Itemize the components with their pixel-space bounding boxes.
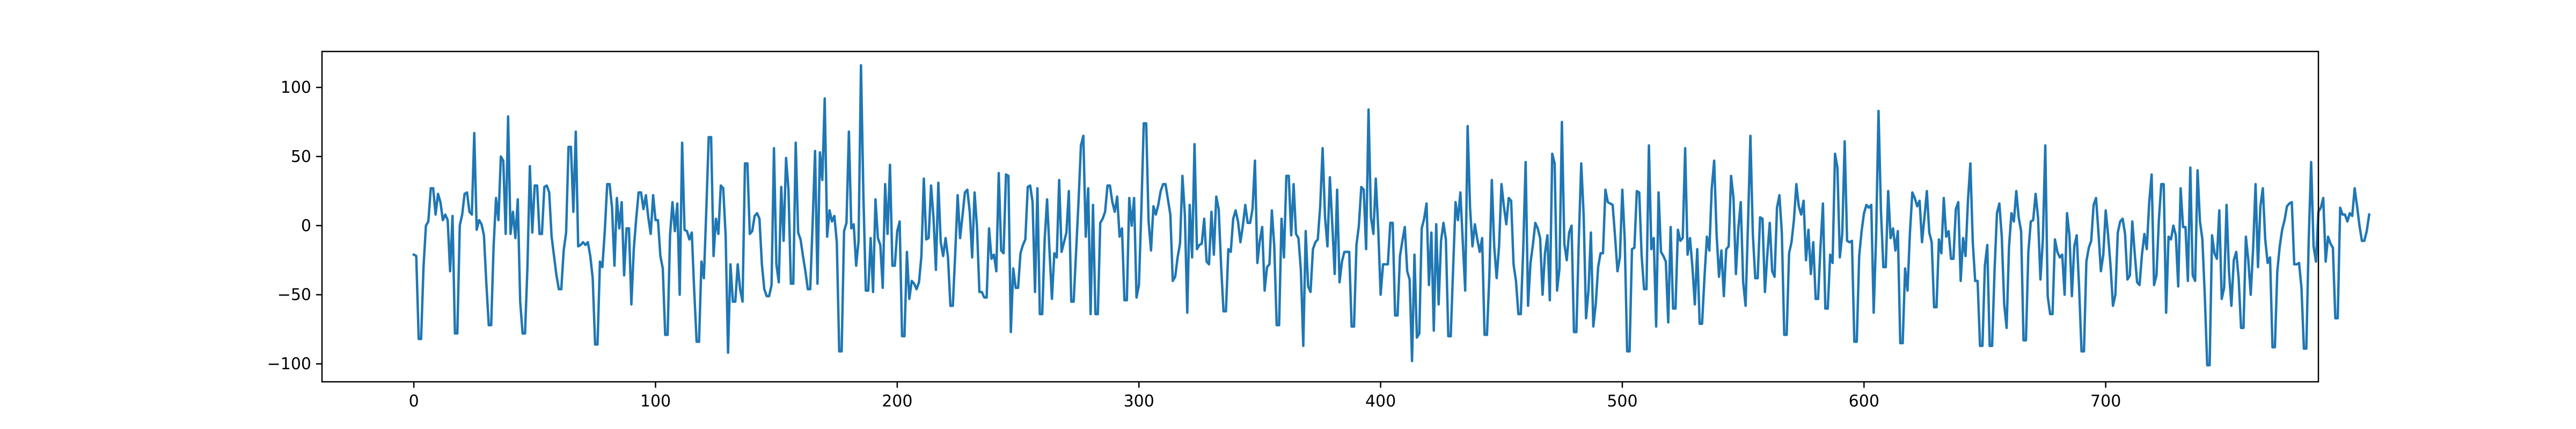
axes-frame — [321, 50, 2319, 383]
x-tick-label: 700 — [2090, 392, 2121, 411]
y-tick-label: −50 — [277, 286, 311, 305]
x-tick-label: 0 — [409, 392, 419, 411]
y-tick-label: 50 — [291, 147, 311, 166]
x-tick-label: 100 — [640, 392, 671, 411]
x-tick-label: 600 — [1849, 392, 1879, 411]
x-tick-label: 200 — [882, 392, 912, 411]
axes-layer: 0 100 200 300 400 500 600 700 −100 −50 0 50 100 — [267, 50, 2319, 411]
x-tick-label: 400 — [1365, 392, 1396, 411]
series-layer — [412, 64, 2371, 367]
y-tick-label: −100 — [267, 354, 311, 373]
x-tick-label: 300 — [1124, 392, 1154, 411]
x-tick-label: 500 — [1607, 392, 1637, 411]
y-tick-label: 100 — [281, 78, 311, 97]
series-line-1 — [412, 64, 2371, 367]
y-tick-label: 0 — [301, 217, 311, 235]
